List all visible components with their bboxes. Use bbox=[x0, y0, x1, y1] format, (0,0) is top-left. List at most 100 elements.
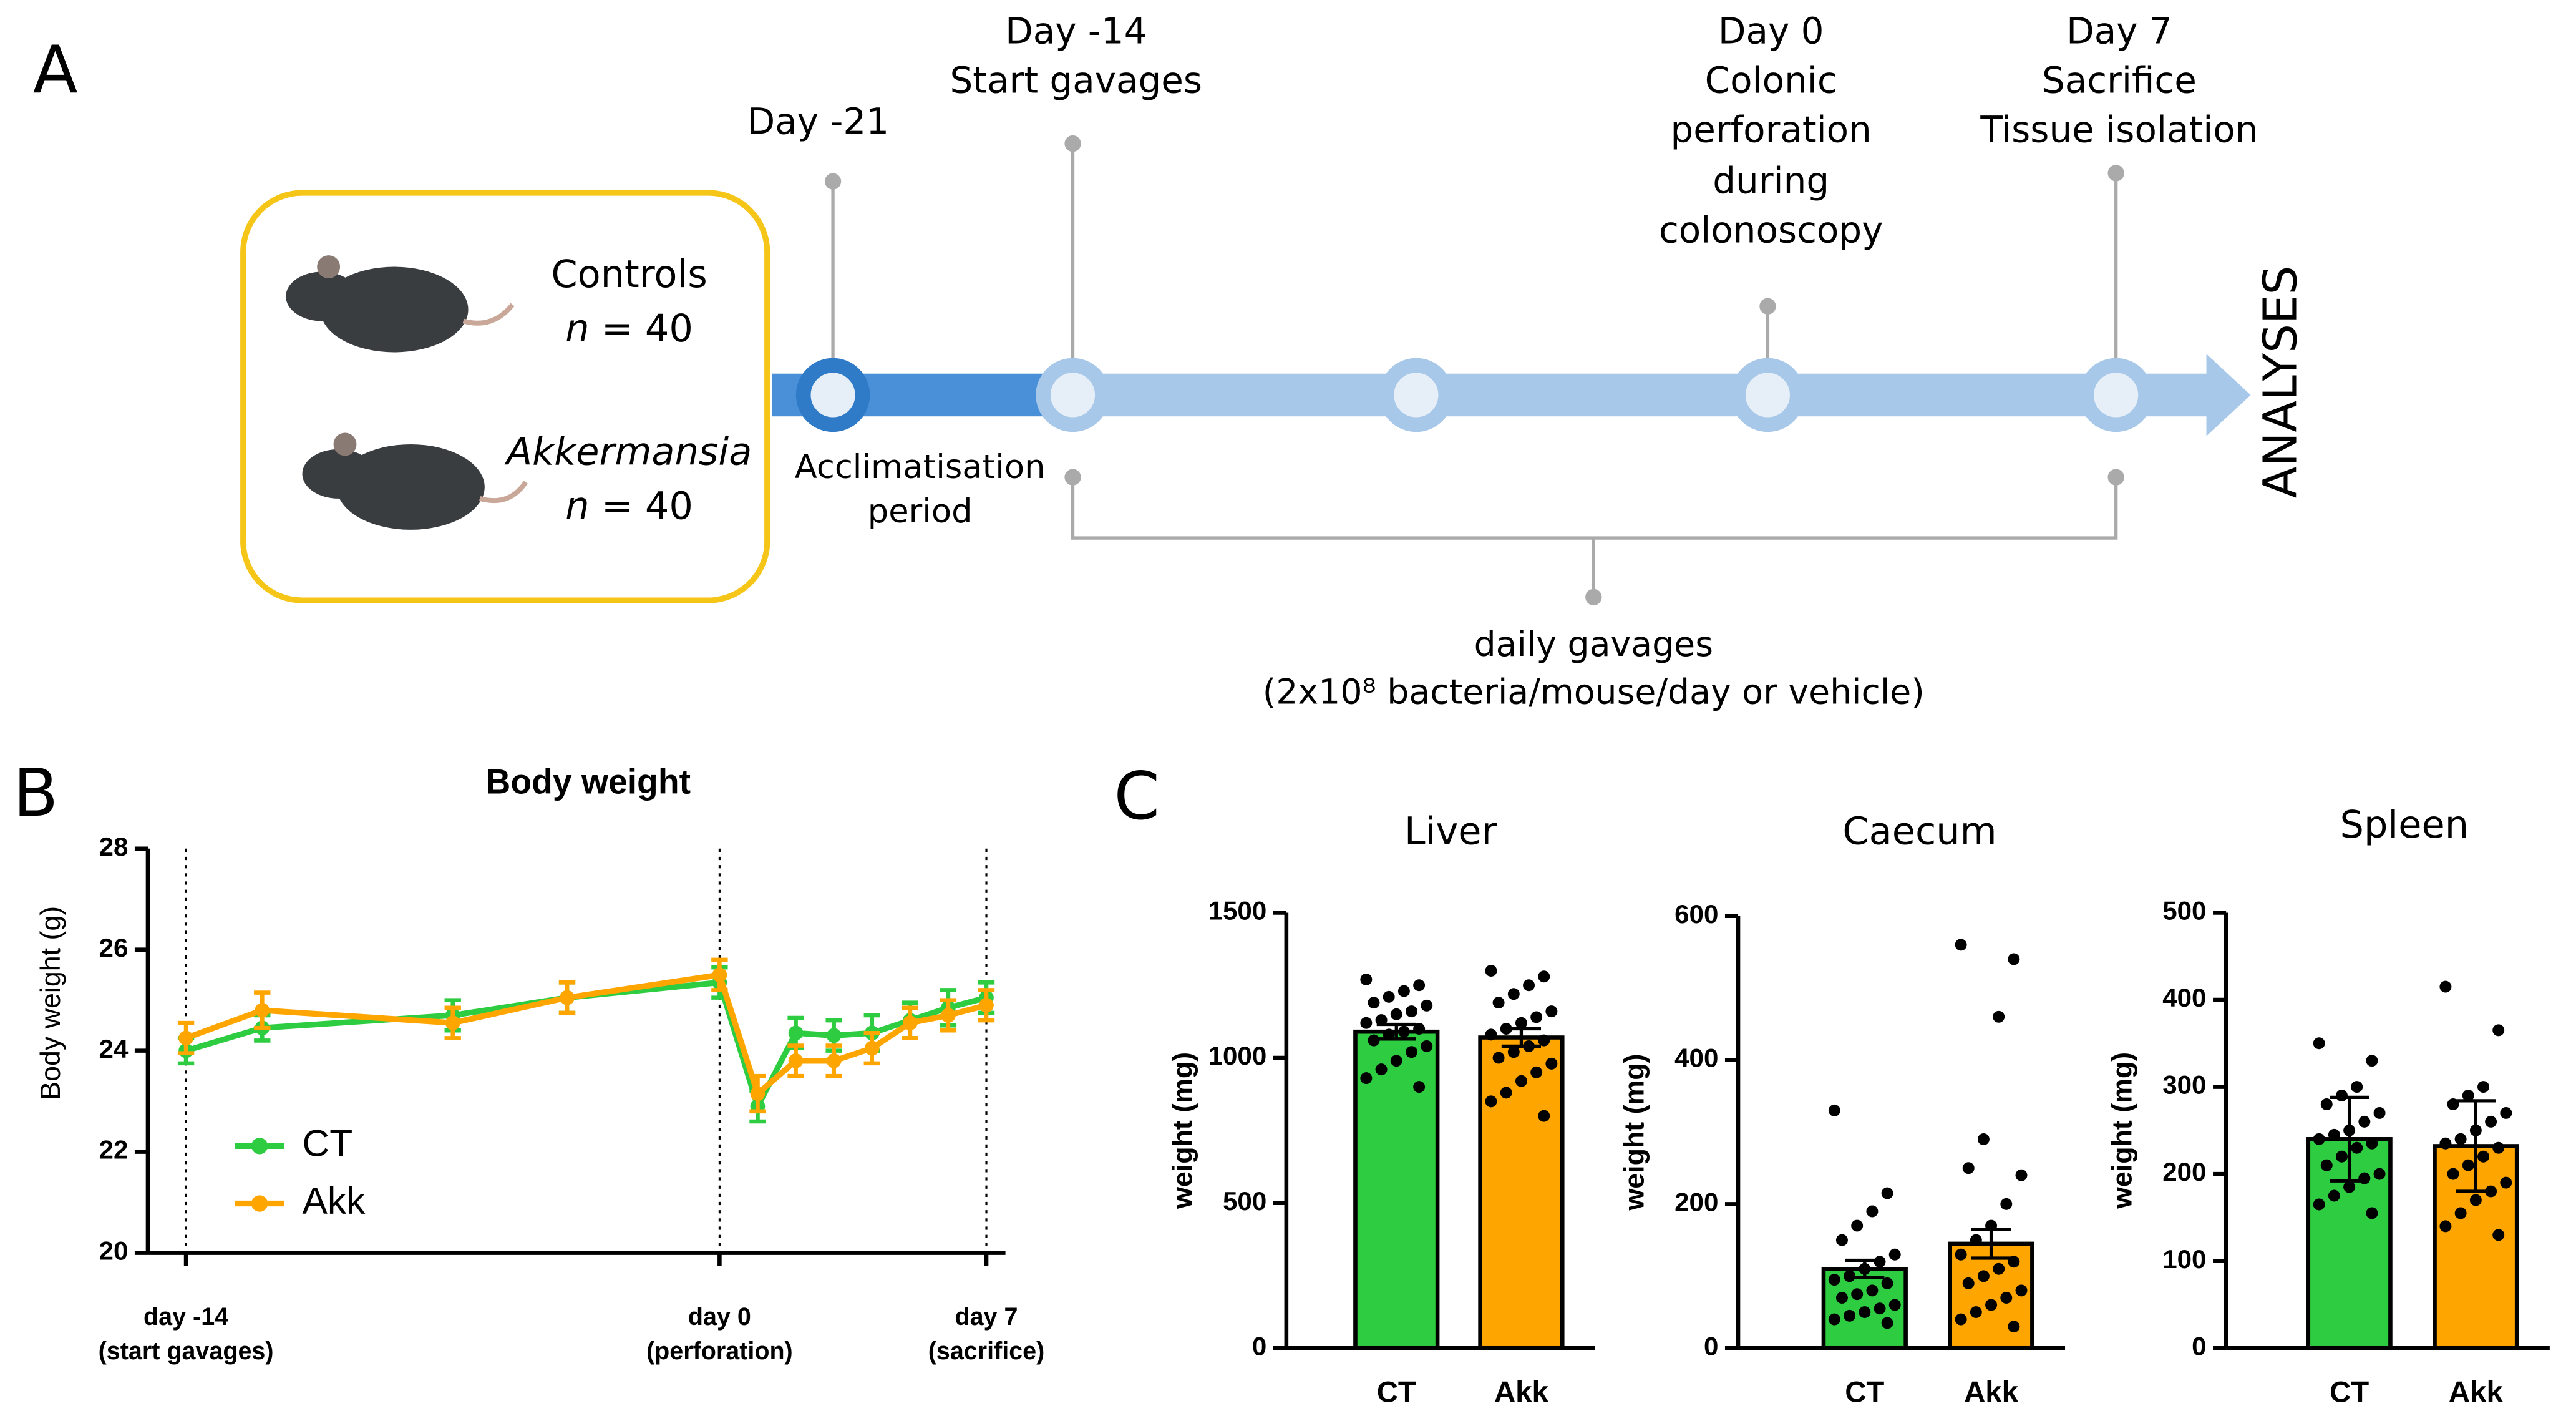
data-point bbox=[1390, 1055, 1402, 1067]
treatment-label: daily gavages bbox=[1474, 625, 1713, 665]
chart-title: Body weight bbox=[485, 763, 691, 801]
event-label: Start gavages bbox=[950, 59, 1203, 102]
data-point bbox=[1828, 1313, 1840, 1326]
data-point bbox=[2373, 1168, 2386, 1180]
data-point bbox=[2328, 1128, 2340, 1141]
y-tick-label: 0 bbox=[1704, 1331, 1718, 1360]
data-point bbox=[1485, 965, 1497, 977]
chart-title: Spleen bbox=[2340, 803, 2469, 847]
data-point bbox=[1888, 1299, 1901, 1311]
data-point bbox=[2343, 1181, 2356, 1193]
y-tick-label: 500 bbox=[1223, 1186, 1266, 1216]
data-point bbox=[1955, 1248, 1967, 1261]
timeline-arrow bbox=[2206, 354, 2251, 436]
y-tick-label: 1500 bbox=[1208, 896, 1267, 925]
error-bar bbox=[2456, 1099, 2496, 1193]
error-bar bbox=[1376, 1022, 1416, 1041]
data-point bbox=[2313, 1198, 2325, 1211]
data-point bbox=[1977, 1270, 1990, 1282]
data-point bbox=[2336, 1090, 2348, 1102]
y-tick-label: 24 bbox=[99, 1034, 129, 1063]
panel-label: A bbox=[33, 31, 78, 108]
data-point bbox=[1545, 1057, 1558, 1070]
data-point bbox=[2454, 1207, 2467, 1219]
data-point bbox=[1507, 1046, 1520, 1058]
data-point bbox=[1859, 1306, 1871, 1319]
treatment-label: (2x10⁸ bacteria/mouse/day or vehicle) bbox=[1263, 672, 1925, 712]
data-point bbox=[2366, 1207, 2378, 1219]
data-point bbox=[979, 997, 994, 1013]
data-point bbox=[1421, 999, 1433, 1012]
data-point bbox=[2015, 1169, 2028, 1181]
data-point bbox=[2373, 1106, 2386, 1119]
y-axis-label: weight (mg) bbox=[1167, 1052, 1198, 1209]
pins bbox=[831, 144, 2118, 597]
y-axis-label: weight (mg) bbox=[2107, 1052, 2138, 1209]
legend-label: CT bbox=[303, 1121, 353, 1164]
data-point bbox=[1406, 1046, 1418, 1058]
data-point bbox=[1977, 1133, 1990, 1146]
data-point bbox=[1485, 1095, 1497, 1108]
data-point bbox=[2485, 1115, 2497, 1128]
n-symbol: n bbox=[565, 484, 589, 528]
x-tick-label: CT bbox=[1845, 1376, 1884, 1409]
data-point bbox=[1413, 979, 1426, 992]
data-point bbox=[2000, 1198, 2013, 1210]
x-tick-label: day -14 (start gavages) bbox=[99, 1303, 274, 1365]
data-point bbox=[2313, 1037, 2325, 1050]
event-label: perforation bbox=[1671, 109, 1872, 151]
data-point bbox=[1360, 973, 1373, 985]
x-tick-label: day 0 (perforation) bbox=[646, 1303, 793, 1365]
data-point bbox=[1881, 1317, 1893, 1329]
data-point bbox=[1507, 988, 1520, 1000]
x-tick-label: CT bbox=[1377, 1376, 1416, 1409]
n-symbol: n bbox=[565, 307, 589, 351]
data-point bbox=[2469, 1194, 2482, 1206]
data-point bbox=[2320, 1159, 2333, 1171]
legend-marker bbox=[251, 1138, 268, 1155]
panel-label: B bbox=[13, 755, 58, 831]
y-tick-label: 26 bbox=[99, 933, 129, 962]
data-point bbox=[2328, 1189, 2340, 1202]
pin-heads bbox=[824, 135, 2124, 606]
group-name: Akkermansia bbox=[504, 430, 752, 474]
y-tick-label: 300 bbox=[2162, 1070, 2206, 1100]
data-point bbox=[2439, 1220, 2452, 1233]
data-point bbox=[2492, 1141, 2505, 1154]
data-point bbox=[2366, 1137, 2378, 1150]
data-point bbox=[1406, 1005, 1418, 1018]
data-point bbox=[1851, 1288, 1864, 1301]
data-point bbox=[2015, 1284, 2028, 1297]
y-tick-label: 200 bbox=[2162, 1157, 2206, 1186]
chart-title: Liver bbox=[1404, 810, 1497, 854]
data-point bbox=[1492, 997, 1505, 1009]
data-point bbox=[1413, 1081, 1426, 1093]
chart-title: Caecum bbox=[1842, 810, 1996, 854]
charts: Body weight Body weight (g) 20 22 24 26 28 day … bbox=[35, 763, 2550, 1409]
data-point bbox=[2447, 1168, 2459, 1180]
event-label: colonoscopy bbox=[1659, 208, 1883, 251]
event-label: Day -14 bbox=[1005, 10, 1147, 52]
data-point bbox=[1500, 1087, 1512, 1099]
data-point bbox=[1492, 1052, 1505, 1064]
data-point bbox=[1360, 1017, 1373, 1029]
error-bar bbox=[1971, 1228, 2011, 1260]
data-point bbox=[1397, 985, 1410, 997]
data-point bbox=[1835, 1234, 1848, 1246]
data-point bbox=[2492, 1024, 2505, 1037]
y-tick-label: 100 bbox=[2162, 1244, 2206, 1274]
data-point bbox=[2008, 953, 2020, 965]
data-point bbox=[2500, 1176, 2512, 1189]
period-label: period bbox=[868, 492, 973, 530]
data-point bbox=[1835, 1291, 1848, 1304]
data-point bbox=[1881, 1187, 1893, 1199]
data-point bbox=[1962, 1162, 1975, 1174]
event-label: Colonic bbox=[1705, 59, 1837, 102]
data-point bbox=[2477, 1081, 2489, 1093]
y-tick-label: 22 bbox=[99, 1135, 129, 1165]
y-tick-label: 500 bbox=[2162, 896, 2206, 925]
data-point bbox=[1530, 1011, 1543, 1023]
data-point bbox=[2366, 1055, 2378, 1067]
data-point bbox=[1515, 1017, 1527, 1029]
data-point bbox=[902, 1015, 918, 1030]
